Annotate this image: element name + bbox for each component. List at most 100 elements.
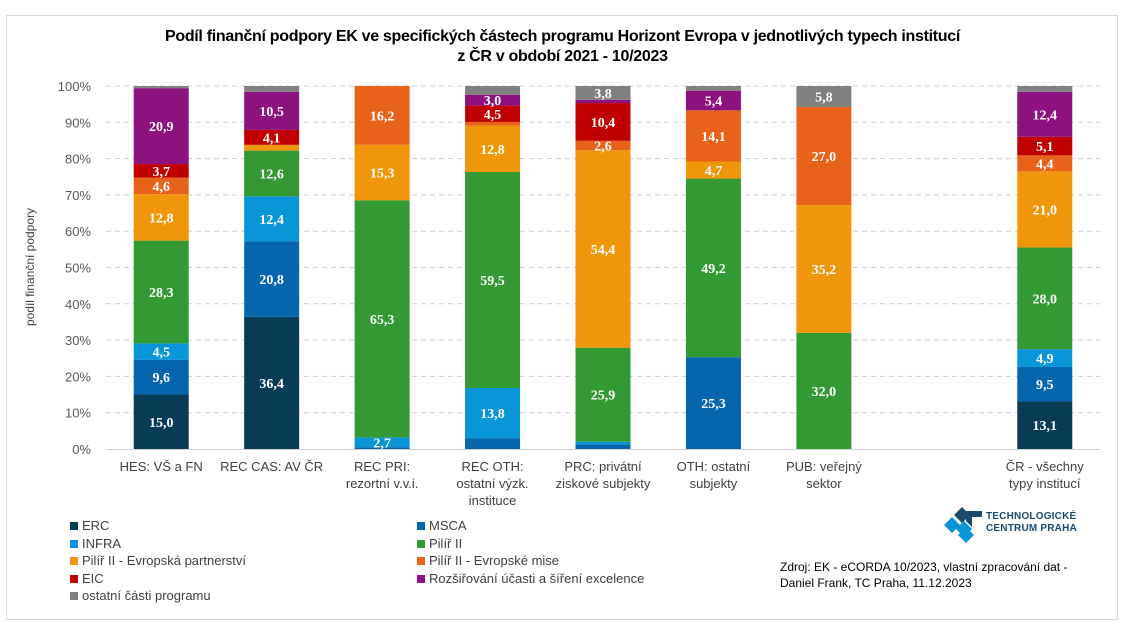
x-tick-label: REC PRI: — [354, 459, 410, 474]
x-tick-label: rezortní v.v.i. — [346, 476, 418, 491]
data-label: 15,0 — [149, 416, 174, 431]
bar-segment — [796, 107, 852, 206]
legend-swatch — [70, 592, 78, 600]
legend-item: ERC — [70, 517, 109, 534]
data-label: 4,7 — [705, 164, 723, 179]
chart-title: Podíl finanční podpory EK ve specifickýc… — [0, 27, 1125, 67]
bar-segment — [465, 121, 521, 126]
y-tick-label: 50% — [65, 261, 91, 276]
legend-label: Rozšiřování účasti a šíření excelence — [429, 570, 645, 586]
bar-segment — [575, 150, 631, 348]
data-label: 10,4 — [591, 116, 616, 131]
bar-segment — [465, 86, 521, 95]
logo-line-2: CENTRUM PRAHA — [986, 523, 1077, 534]
bar-segment — [465, 388, 521, 439]
data-label: 27,0 — [812, 150, 837, 165]
data-label: 20,8 — [259, 273, 284, 288]
data-label: 21,0 — [1033, 203, 1058, 218]
y-tick-label: 100% — [58, 79, 92, 94]
x-tick-label: ostatní výzk. — [456, 476, 528, 491]
bar-segment — [133, 177, 189, 195]
bar-segment — [354, 447, 410, 449]
legend-label: Pilíř II - Evropské mise — [429, 553, 560, 568]
bar-segment — [685, 110, 741, 162]
bar-segment — [796, 332, 852, 449]
data-label: 9,5 — [1036, 378, 1054, 393]
data-label: 49,2 — [701, 262, 726, 277]
y-tick-label: 40% — [65, 297, 91, 312]
bar-segment — [133, 164, 189, 178]
y-tick-label: 30% — [65, 333, 91, 348]
y-tick-label: 90% — [65, 115, 91, 130]
legend-swatch — [417, 574, 425, 583]
data-label: 4,6 — [152, 180, 170, 195]
y-tick-label: 20% — [65, 369, 91, 384]
y-tick-label: 60% — [65, 224, 91, 239]
data-label: 25,3 — [701, 397, 726, 412]
legend-label: Pilíř II — [429, 535, 463, 551]
bar-segment — [685, 90, 741, 111]
x-tick-label: REC OTH: — [461, 459, 523, 474]
bar-segment — [1017, 136, 1073, 156]
legend-item: ostatní části programu — [70, 587, 211, 604]
bar-segment — [1017, 349, 1073, 367]
bar-segment — [133, 88, 189, 165]
bar-segment — [685, 86, 741, 91]
legend-swatch — [70, 539, 78, 548]
y-tick-label: 0% — [72, 442, 91, 457]
bar-segment — [685, 178, 741, 358]
logo-line-1: TECHNOLOGICKÉ — [986, 511, 1077, 522]
x-tick-label: subjekty — [690, 476, 738, 491]
bar-segment — [1017, 401, 1073, 449]
bar-segment — [575, 103, 631, 141]
legend-swatch — [70, 522, 78, 530]
bar-segment — [133, 240, 189, 344]
data-label: 3,0 — [484, 94, 502, 109]
x-tick-label: PUB: veřejný — [786, 459, 862, 474]
bar-segment — [465, 172, 521, 389]
bar-segment — [575, 99, 631, 104]
bar-segment — [1017, 247, 1073, 350]
data-label: 3,7 — [152, 165, 170, 180]
bar-segment — [575, 140, 631, 151]
legend-label: MSCA — [429, 518, 467, 533]
bar-segment — [133, 343, 189, 360]
bar-segment — [354, 200, 410, 438]
legend-item: Rozšiřování účasti a šíření excelence — [417, 570, 644, 587]
logo-text: TECHNOLOGICKÉ CENTRUM PRAHA — [986, 511, 1077, 535]
bar-segment — [354, 437, 410, 448]
bar-segment — [1017, 366, 1073, 402]
legend-item: Pilíř II - Evropská partnerství — [70, 552, 246, 569]
bar-segment — [575, 347, 631, 442]
data-label: 9,6 — [152, 371, 170, 386]
legend-swatch — [70, 574, 78, 583]
bar-segment — [244, 316, 300, 449]
data-label: 3,8 — [594, 87, 612, 102]
data-label: 12,8 — [480, 143, 505, 158]
legend-item: Pilíř II - Evropské mise — [417, 552, 559, 569]
data-label: 12,6 — [259, 167, 284, 182]
bar-segment — [796, 205, 852, 333]
bar-segment — [575, 441, 631, 445]
chart-title-line-1: Podíl finanční podpory EK ve specifickýc… — [164, 28, 961, 45]
data-label: 4,9 — [1036, 352, 1054, 367]
bar-segment — [244, 241, 300, 317]
data-label: 5,8 — [815, 91, 833, 106]
data-label: 2,7 — [373, 436, 391, 451]
data-label: 36,4 — [259, 377, 284, 392]
data-label: 12,4 — [259, 213, 284, 228]
legend-swatch — [70, 557, 78, 565]
x-tick-label: HES: VŠ a FN — [120, 459, 203, 474]
data-label: 16,2 — [370, 109, 395, 124]
data-label: 14,1 — [701, 130, 726, 145]
y-tick-label: 70% — [65, 188, 91, 203]
legend-swatch — [417, 539, 425, 548]
bar-segment — [244, 144, 300, 151]
bar-segment — [796, 86, 852, 108]
legend-swatch — [417, 522, 425, 530]
data-label: 4,1 — [263, 131, 281, 146]
legend-item: INFRA — [70, 535, 121, 552]
data-label: 4,5 — [484, 108, 502, 123]
legend-label: ERC — [82, 518, 110, 533]
